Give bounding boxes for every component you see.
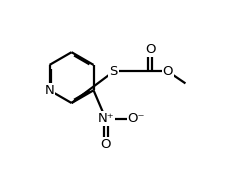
Text: O⁻: O⁻ — [128, 112, 145, 125]
Text: N⁺: N⁺ — [98, 112, 114, 125]
Text: O: O — [163, 65, 173, 78]
Text: S: S — [110, 65, 118, 78]
Text: O: O — [145, 43, 156, 56]
Text: O: O — [100, 138, 111, 151]
Text: N: N — [45, 84, 54, 97]
